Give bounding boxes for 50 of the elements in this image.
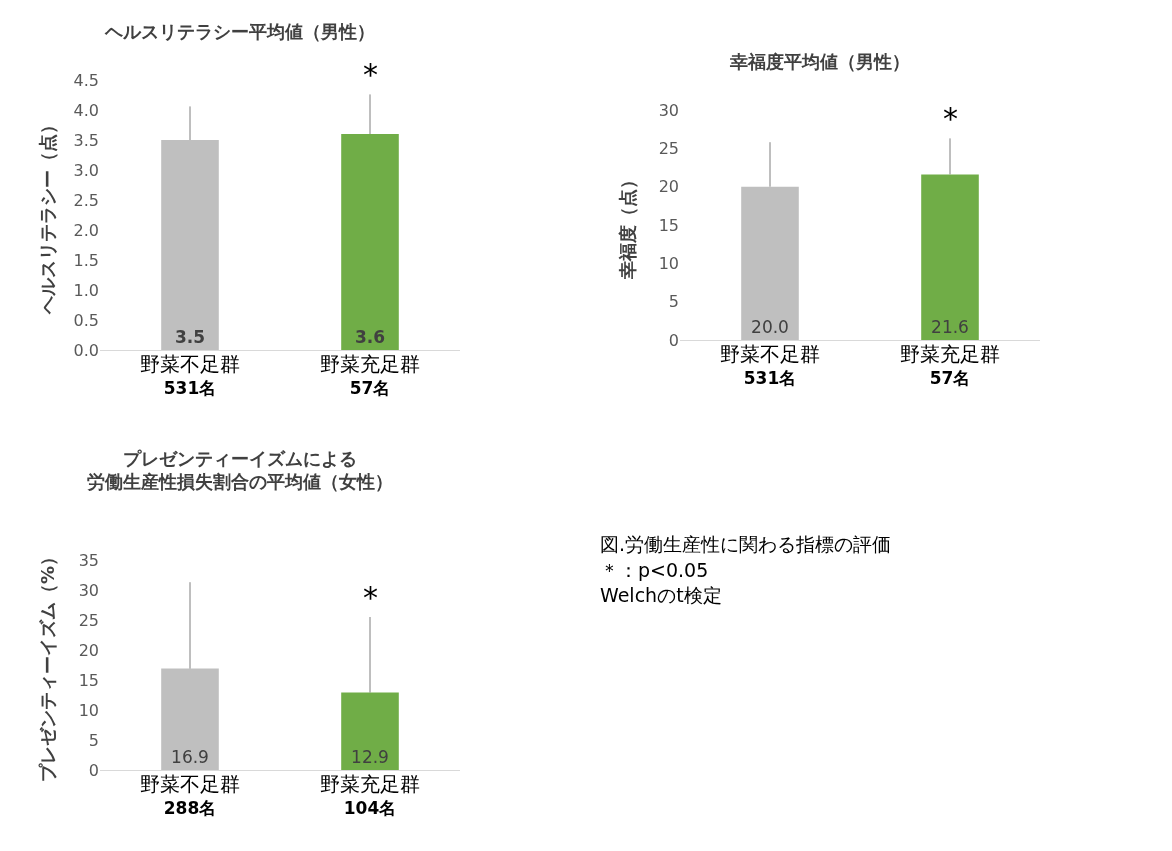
x-tick-label: 野菜充足群 57名	[320, 352, 420, 398]
y-tick-label: 0	[668, 330, 679, 350]
chart-title: 幸福度平均値（男性）	[729, 50, 910, 72]
text: ＊：p<0.05	[600, 557, 710, 583]
y-tick-label: 3.0	[73, 160, 99, 180]
y-tick-label: 4.5	[73, 70, 99, 90]
data-label: 12.9	[351, 747, 389, 767]
y-tick-label: 2.5	[73, 190, 99, 210]
y-tick-label: 5	[88, 730, 99, 750]
x-tick-label: 野菜不足群 531名	[140, 352, 240, 398]
annotation: *	[943, 101, 958, 136]
y-tick-label: 20	[78, 640, 99, 660]
y-axis-title: 幸福度（点）	[617, 171, 638, 280]
annotation: *	[363, 57, 378, 92]
y-tick-label: 35	[78, 550, 99, 570]
y-tick-label: 2.0	[73, 220, 99, 240]
x-tick-label: 野菜不足群 531名	[720, 342, 820, 388]
data-label: 16.9	[171, 747, 209, 767]
chart-subtitle: 労働生産性損失割合の平均値（女性）	[87, 471, 393, 493]
y-tick-label: 10	[78, 700, 99, 720]
text: 図.労働生産性に関わる指標の評価	[600, 532, 893, 557]
y-tick-label: 25	[78, 610, 99, 630]
y-tick-label: 3.5	[73, 130, 99, 150]
y-tick-label: 25	[658, 138, 679, 158]
x-tick-label: 野菜充足群 104名	[320, 772, 420, 818]
y-tick-label: 0.5	[73, 310, 99, 330]
y-axis-title: ヘルスリテラシー（点）	[37, 116, 58, 315]
y-tick-label: 0	[88, 760, 99, 780]
y-axis-title: プレゼンティーイズム（%）	[37, 547, 58, 783]
annotation: *	[363, 580, 378, 615]
y-tick-label: 15	[78, 670, 99, 690]
x-tick-label: 野菜不足群 288名	[140, 772, 240, 818]
data-label: 3.5	[174, 327, 206, 347]
data-label: 20.0	[751, 317, 789, 337]
data-label: 21.6	[931, 317, 969, 337]
chart-title: プレゼンティーイズムによる	[123, 448, 357, 469]
y-tick-label: 15	[658, 215, 679, 235]
data-label: 3.6	[354, 327, 386, 347]
y-tick-label: 0.0	[73, 340, 99, 360]
chart-title: ヘルスリテラシー平均値（男性）	[104, 20, 375, 42]
x-tick-label: 野菜充足群 57名	[900, 342, 1000, 388]
y-tick-label: 30	[658, 100, 679, 120]
y-tick-label: 5	[668, 292, 679, 312]
y-tick-label: 1.5	[73, 250, 99, 270]
y-tick-label: 20	[658, 177, 679, 197]
y-tick-label: 4.0	[73, 100, 99, 120]
text: Welchのt検定	[600, 583, 723, 609]
y-tick-label: 1.0	[73, 280, 99, 300]
y-tick-label: 10	[658, 253, 679, 273]
y-tick-label: 30	[78, 580, 99, 600]
